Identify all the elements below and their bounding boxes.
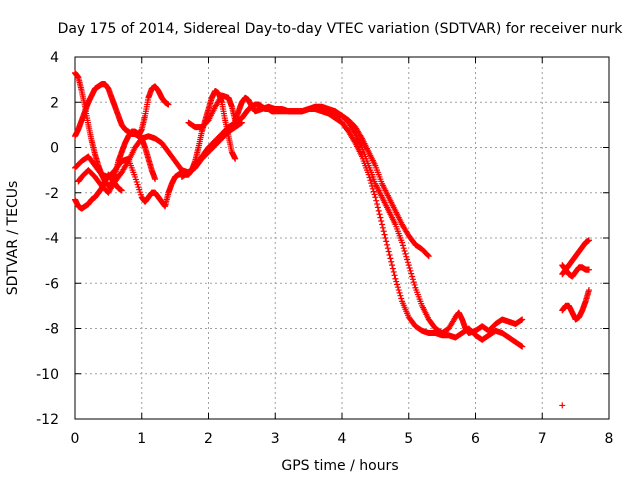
data-point	[391, 272, 398, 279]
data-point	[369, 185, 376, 192]
data-point	[585, 237, 592, 244]
data-point	[400, 245, 407, 252]
y-axis-title: SDTVAR / TECUs	[5, 181, 21, 296]
data-point	[367, 177, 374, 184]
data-point	[381, 231, 388, 238]
data-point	[394, 284, 401, 291]
y-tick-label: 0	[50, 141, 59, 157]
data-point	[389, 265, 396, 272]
data-point	[401, 248, 408, 255]
data-points	[72, 69, 592, 409]
data-point	[165, 101, 172, 108]
data-point	[386, 251, 393, 258]
series-s3	[72, 171, 125, 212]
series-s10	[559, 287, 592, 323]
y-tick-label: -12	[36, 412, 59, 428]
series-s8	[272, 103, 432, 260]
x-tick-label: 5	[404, 431, 413, 447]
data-point	[559, 402, 566, 409]
data-point	[409, 276, 416, 283]
data-point	[403, 253, 410, 260]
data-point	[402, 250, 409, 257]
x-tick-label: 6	[471, 431, 480, 447]
y-tick-label: -4	[45, 231, 59, 247]
data-point	[382, 235, 389, 241]
data-point	[387, 255, 394, 262]
data-point	[384, 245, 391, 252]
axis-ticks	[74, 56, 610, 420]
series-s11	[559, 262, 592, 280]
data-point	[379, 224, 386, 231]
data-point	[372, 194, 379, 201]
data-point	[405, 262, 412, 269]
data-point	[407, 267, 414, 274]
data-point	[519, 343, 526, 350]
data-point	[406, 264, 413, 271]
data-point	[396, 289, 403, 296]
chart-title: Day 175 of 2014, Sidereal Day-to-day VTE…	[58, 21, 624, 37]
data-point	[585, 266, 592, 273]
data-point	[392, 275, 399, 282]
y-tick-label: -2	[45, 186, 59, 202]
data-point	[397, 292, 404, 299]
data-point	[384, 241, 391, 248]
data-point	[411, 281, 418, 288]
data-point	[152, 176, 159, 183]
x-axis-title: GPS time / hours	[281, 458, 398, 474]
x-tick-label: 4	[338, 431, 347, 447]
x-tick-label: 0	[71, 431, 80, 447]
data-point	[388, 258, 395, 265]
y-tick-label: 4	[50, 50, 59, 66]
data-point	[385, 248, 392, 255]
data-point	[375, 207, 382, 214]
x-tick-label: 8	[605, 431, 614, 447]
y-tick-label: -8	[45, 322, 59, 338]
data-point	[380, 228, 387, 235]
data-point	[118, 187, 125, 194]
data-point	[410, 279, 417, 286]
data-point	[378, 218, 385, 225]
x-tick-label: 2	[204, 431, 213, 447]
data-point	[374, 201, 381, 208]
data-point	[379, 221, 386, 228]
data-point	[404, 256, 411, 263]
x-tick-label: 1	[137, 431, 146, 447]
x-tick-label: 3	[271, 431, 280, 447]
data-point	[395, 287, 402, 294]
data-point	[370, 188, 377, 195]
y-tick-label: 2	[50, 95, 59, 111]
data-point	[232, 155, 239, 162]
x-tick-labels: 0 1 2 3 4 5 6 7 8	[71, 431, 614, 447]
data-point	[383, 238, 390, 245]
data-point	[408, 270, 415, 277]
series-s12	[559, 402, 566, 409]
data-point	[398, 295, 405, 302]
series-s9	[559, 237, 592, 278]
data-point	[409, 273, 416, 280]
y-tick-labels: -12 -10 -8 -6 -4 -2 0 2 4	[36, 50, 59, 428]
data-point	[519, 316, 526, 323]
data-point	[371, 191, 378, 198]
data-point	[373, 197, 380, 204]
y-tick-label: -10	[36, 367, 59, 383]
data-point	[424, 252, 431, 259]
data-point	[374, 204, 381, 211]
data-point	[399, 239, 406, 246]
data-point	[377, 214, 384, 221]
data-point	[585, 287, 592, 294]
data-point	[404, 259, 411, 266]
x-tick-label: 7	[538, 431, 547, 447]
data-point	[390, 268, 397, 275]
data-point	[425, 253, 432, 260]
data-point	[394, 281, 401, 288]
data-point	[399, 242, 406, 249]
y-tick-label: -6	[45, 276, 59, 292]
data-point	[376, 211, 383, 218]
data-point	[389, 262, 396, 269]
data-point	[393, 278, 400, 285]
